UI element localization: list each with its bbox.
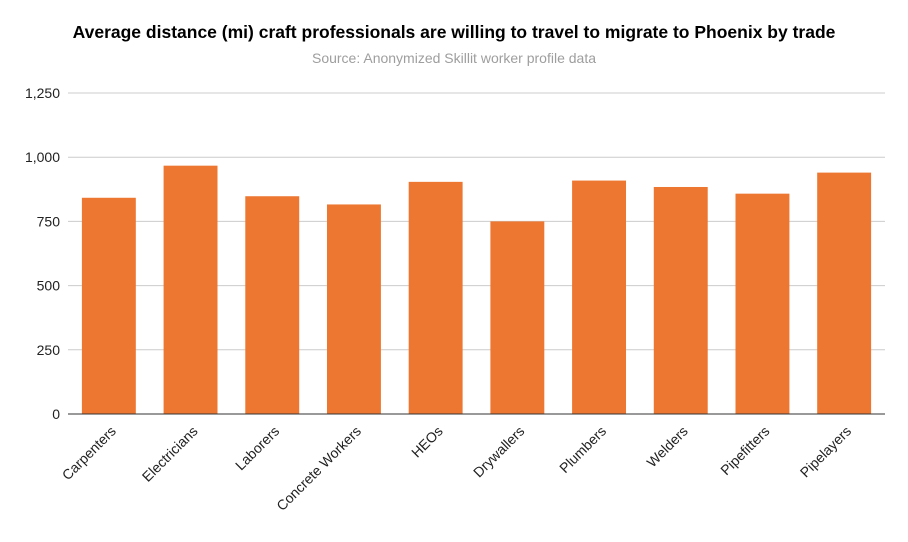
y-tick-label: 1,250 xyxy=(25,85,60,101)
bar xyxy=(408,181,463,414)
x-tick-label: Pipelayers xyxy=(797,423,855,481)
bar xyxy=(653,186,708,414)
bar xyxy=(163,165,218,414)
x-tick-label: Welders xyxy=(643,423,690,470)
bar xyxy=(245,196,300,414)
x-tick-label: HEOs xyxy=(408,423,446,461)
bar xyxy=(81,197,136,414)
bar xyxy=(572,180,627,414)
y-tick-label: 0 xyxy=(52,406,60,422)
y-tick-label: 750 xyxy=(37,213,61,229)
x-tick-label: Plumbers xyxy=(556,423,609,476)
x-tick-label: Concrete Workers xyxy=(273,423,364,514)
x-tick-label: Electricians xyxy=(139,423,201,485)
x-tick-label: Pipefitters xyxy=(717,423,772,478)
y-axis-ticks: 0 250 500 750 1,000 1,250 xyxy=(25,85,60,422)
bar xyxy=(490,221,545,414)
y-tick-label: 1,000 xyxy=(25,149,60,165)
chart-subtitle: Source: Anonymized Skillit worker profil… xyxy=(311,50,597,66)
bar xyxy=(817,172,872,414)
y-tick-label: 250 xyxy=(37,342,61,358)
bar xyxy=(735,193,790,414)
y-tick-label: 500 xyxy=(37,278,61,294)
x-tick-label: Laborers xyxy=(232,423,282,473)
bar xyxy=(326,204,381,414)
x-tick-label: Drywallers xyxy=(470,423,528,481)
x-tick-label: Carpenters xyxy=(59,423,119,483)
bars xyxy=(81,165,872,414)
chart-title: Average distance (mi) craft professional… xyxy=(72,22,836,42)
